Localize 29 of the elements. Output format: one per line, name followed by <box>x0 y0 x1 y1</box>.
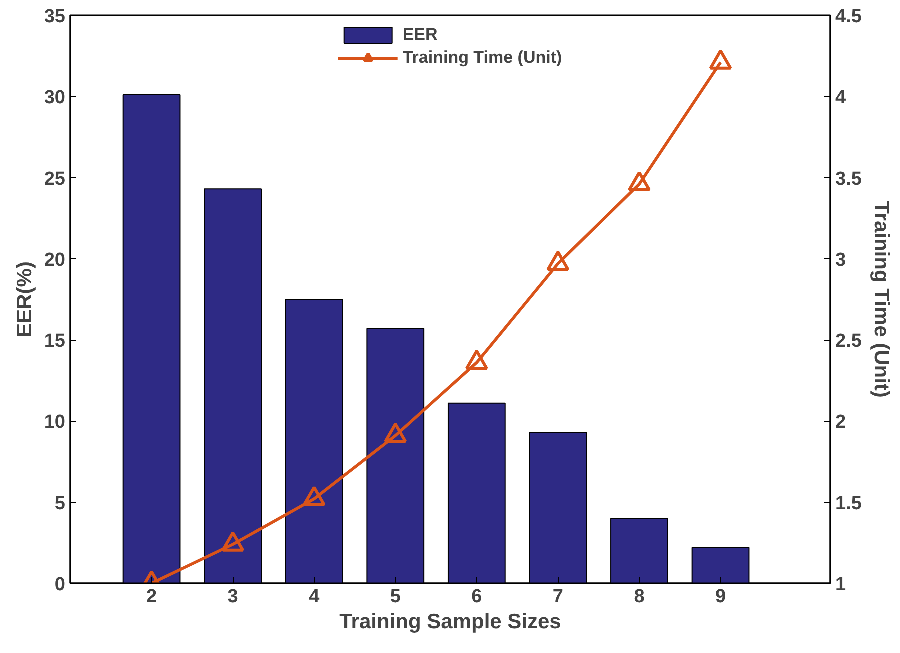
y-axis-title: EER(%) <box>13 262 36 338</box>
y-tick-label: 30 <box>44 88 66 109</box>
x-tick-label: 2 <box>146 586 158 608</box>
y2-axis-title: Training Time (Unit) <box>870 201 893 398</box>
x-tick-label: 6 <box>472 586 482 608</box>
y2-tick-label: 4 <box>836 88 846 109</box>
y-tick-label: 25 <box>44 168 66 190</box>
x-tick-label: 8 <box>634 586 645 608</box>
y-tick-label: 35 <box>44 6 66 28</box>
y-tick-label: 15 <box>44 331 66 352</box>
x-tick-label: 4 <box>309 586 320 608</box>
y-tick-label: 0 <box>54 574 66 596</box>
x-tick-label: 7 <box>552 586 564 608</box>
x-tick-label: 9 <box>715 586 726 608</box>
x-tick-label: 5 <box>390 586 402 608</box>
y2-tick-label: 3.5 <box>836 168 862 190</box>
y2-tick-label: 1 <box>836 574 846 596</box>
x-axis-title: Training Sample Sizes <box>340 610 562 634</box>
y2-tick-label: 4.5 <box>836 6 862 28</box>
y-tick-label: 20 <box>44 250 66 271</box>
y2-tick-label: 2.5 <box>836 331 862 352</box>
y-tick-label: 10 <box>44 412 66 434</box>
y2-tick-label: 1.5 <box>836 493 862 514</box>
y-tick-label: 5 <box>54 493 66 514</box>
y2-tick-label: 2 <box>836 412 846 434</box>
x-tick-label: 3 <box>228 586 238 608</box>
legend-label: Training Time (Unit) <box>402 48 562 68</box>
legend-label: EER <box>402 25 438 45</box>
y2-tick-label: 3 <box>836 250 846 271</box>
